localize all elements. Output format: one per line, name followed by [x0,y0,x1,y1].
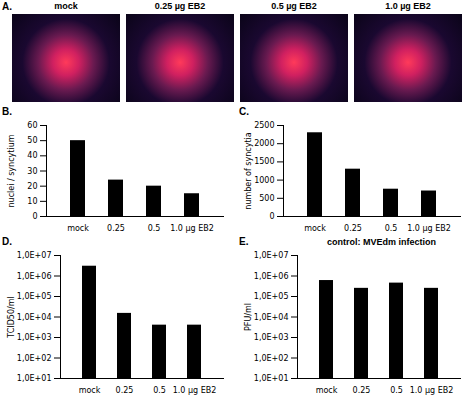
svg-text:1,0E+03: 1,0E+03 [17,333,52,342]
svg-text:1,0E+05: 1,0E+05 [17,292,52,301]
svg-text:40: 40 [27,151,37,160]
svg-text:mock: mock [316,386,338,395]
svg-text:20: 20 [27,182,37,191]
svg-text:1000: 1000 [254,176,274,185]
svg-text:1,0E+02: 1,0E+02 [17,354,52,363]
html-text:0.25 µg EB2: 0.25 µg EB2 [154,1,206,11]
svg-text:500: 500 [259,194,274,203]
svg-text:0.25: 0.25 [116,386,134,395]
svg-text:1,0E+01: 1,0E+01 [17,374,52,383]
svg-text:0.5: 0.5 [385,224,398,233]
svg-text:1.0 µg EB2: 1.0 µg EB2 [173,386,217,395]
svg-text:1,0E+04: 1,0E+04 [17,313,52,322]
svg-text:2000: 2000 [254,139,274,148]
svg-text:mock: mock [304,224,326,233]
svg-text:1,0E+07: 1,0E+07 [254,251,289,260]
svg-text:60: 60 [27,121,37,130]
html-text:B.: B. [2,106,12,117]
html-text:E.: E. [239,236,249,247]
html-text:control: MVEdm infection: control: MVEdm infection [327,237,436,247]
svg-text:0.5: 0.5 [153,386,166,395]
svg-text:2500: 2500 [254,121,274,130]
svg-text:0: 0 [32,212,37,221]
svg-text:number of syncytia: number of syncytia [244,132,253,209]
svg-text:1,0E+07: 1,0E+07 [17,251,52,260]
html-text:A.: A. [2,1,12,12]
svg-text:0.25: 0.25 [353,386,371,395]
svg-text:1.0 µg EB2: 1.0 µg EB2 [170,224,214,233]
svg-text:nuclei / syncytium: nuclei / syncytium [7,134,16,207]
svg-text:0.5: 0.5 [148,224,161,233]
html-text:D.: D. [2,236,12,247]
svg-text:50: 50 [27,136,37,145]
svg-text:PFU/ml: PFU/ml [244,303,253,331]
svg-text:1,0E+05: 1,0E+05 [254,292,289,301]
svg-text:1500: 1500 [254,157,274,166]
html-text:mock: mock [54,1,78,11]
svg-text:1,0E+03: 1,0E+03 [254,333,289,342]
svg-text:mock: mock [79,386,101,395]
svg-text:1,0E+06: 1,0E+06 [17,272,52,281]
svg-text:1,0E+04: 1,0E+04 [254,313,289,322]
html-text:1.0 µg EB2: 1.0 µg EB2 [385,1,431,11]
svg-text:0.25: 0.25 [107,224,125,233]
svg-text:0.5: 0.5 [390,386,403,395]
svg-text:1,0E+01: 1,0E+01 [254,374,289,383]
html-text:0.5 µg EB2: 0.5 µg EB2 [271,1,317,11]
svg-text:mock: mock [67,224,89,233]
svg-text:30: 30 [27,167,37,176]
svg-text:1.0 µg EB2: 1.0 µg EB2 [407,224,451,233]
svg-text:TCID50/ml: TCID50/ml [7,296,16,338]
svg-text:1,0E+02: 1,0E+02 [254,354,289,363]
svg-text:1,0E+06: 1,0E+06 [254,272,289,281]
html-text:C.: C. [239,106,249,117]
svg-text:10: 10 [27,197,37,206]
svg-text:1.0 µg EB2: 1.0 µg EB2 [410,386,454,395]
svg-text:0.25: 0.25 [344,224,362,233]
svg-text:0: 0 [269,212,274,221]
